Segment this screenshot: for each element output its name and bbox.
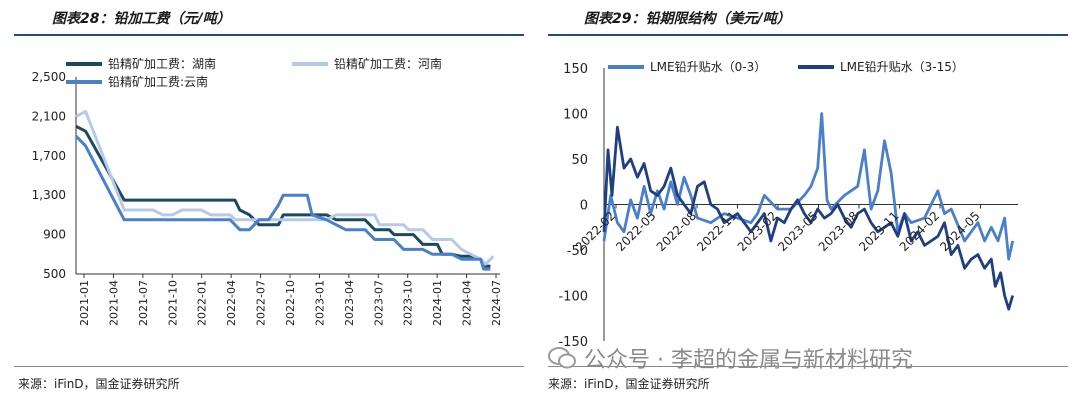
x-tick-label: 2024-04 [461, 280, 474, 326]
y-tick-label: 100 [563, 108, 588, 123]
series-line [75, 110, 495, 266]
y-tick-label: -50 [567, 244, 588, 259]
legend-label: LME铅升贴水（3-15） [840, 60, 964, 74]
legend-label: 铅精矿加工费:云南 [108, 74, 208, 89]
series-line [74, 135, 491, 271]
y-tick-label: 50 [571, 153, 588, 168]
watermark: 公众号 · 李超的金属与新材料研究 [548, 342, 913, 374]
x-tick-label: 2022-01 [196, 280, 209, 326]
x-tick-label: 2022-02 [573, 209, 618, 254]
x-tick-label: 2021-10 [166, 280, 179, 326]
watermark-text: 公众号 · 李超的金属与新材料研究 [584, 348, 913, 373]
series-line [602, 112, 1015, 261]
y-tick-label: 500 [43, 267, 66, 281]
left-chart-title: 图表28：铅加工费（元/吨） [52, 11, 231, 27]
legend-label: LME铅升贴水（0-3） [650, 60, 766, 74]
right-source-rule [548, 366, 1068, 367]
right-source: 来源：iFinD，国金证券研究所 [548, 377, 710, 391]
x-tick-label: 2022-10 [284, 280, 297, 326]
x-tick-label: 2023-07 [372, 280, 385, 326]
y-tick-label: 2,500 [32, 70, 66, 84]
legend-label: 铅精矿加工费：湖南 [108, 56, 216, 71]
x-tick-label: 2022-11 [694, 209, 739, 254]
y-tick-label: 150 [563, 62, 588, 77]
x-tick-label: 2021-07 [137, 280, 150, 326]
y-tick-label: -150 [558, 335, 588, 350]
x-tick-label: 2022-04 [225, 280, 238, 326]
y-tick-label: -100 [558, 290, 588, 305]
left-chart: 500 900 1,300 1,700 2,100 2,500 2021-01 2021-04… [32, 56, 503, 326]
left-title-rule [14, 34, 524, 36]
x-tick-label: 2024-05 [937, 209, 982, 254]
series-line [602, 125, 1015, 311]
x-tick-label: 2023-10 [402, 280, 415, 326]
left-source: 来源：iFinD，国金证券研究所 [18, 377, 180, 391]
y-tick-label: 1,300 [32, 188, 66, 202]
y-tick-label: 1,700 [32, 149, 66, 163]
y-tick-label: 0 [580, 199, 588, 214]
left-source-rule [14, 366, 524, 367]
y-tick-label: 900 [43, 228, 66, 242]
x-tick-label: 2022-08 [654, 209, 699, 254]
right-title-rule [548, 34, 1068, 36]
x-tick-label: 2024-01 [431, 280, 444, 326]
x-tick-label: 2021-01 [78, 280, 91, 326]
wechat-icon [548, 347, 576, 369]
x-tick-label: 2022-07 [255, 280, 268, 326]
x-tick-label: 2023-05 [775, 209, 820, 254]
right-chart-title: 图表29：铅期限结构（美元/吨） [584, 11, 791, 27]
x-tick-label: 2023-04 [343, 280, 356, 326]
x-tick-label: 2024-07 [490, 280, 503, 326]
right-chart: -150-100-500501001502022-022022-052022-0… [558, 60, 1018, 350]
x-tick-label: 2023-01 [313, 280, 326, 326]
x-tick-label: 2021-04 [107, 280, 120, 326]
y-tick-label: 2,100 [32, 109, 66, 123]
legend-label: 铅精矿加工费：河南 [334, 56, 442, 71]
